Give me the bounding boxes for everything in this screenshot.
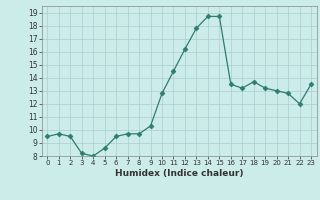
- X-axis label: Humidex (Indice chaleur): Humidex (Indice chaleur): [115, 169, 244, 178]
